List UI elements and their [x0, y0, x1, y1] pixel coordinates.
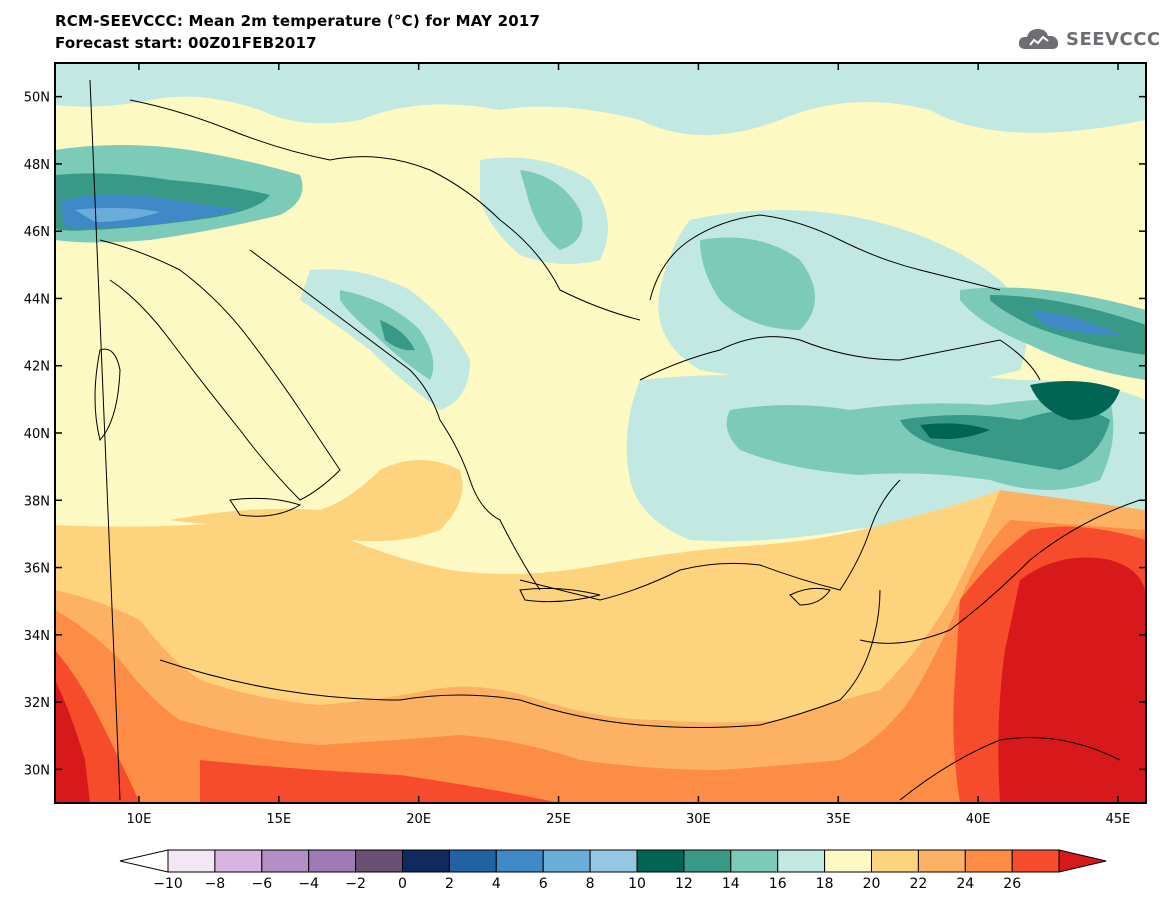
- colorbar-label: 2: [445, 876, 454, 892]
- lat-tick-label: 48N: [24, 158, 50, 173]
- forecast-start: Forecast start: 00Z01FEB2017: [55, 34, 317, 52]
- colorbar-under-triangle: [119, 849, 169, 873]
- coastlines: [89, 79, 1141, 801]
- colorbar-swatch: [167, 849, 216, 873]
- sardinia-corsica: [94, 348, 121, 442]
- map-fields: [55, 63, 1146, 803]
- crete: [519, 587, 601, 603]
- lat-tick-label: 40N: [24, 427, 50, 442]
- colorbar-swatch: [542, 849, 591, 873]
- colorbar-label: 22: [909, 876, 927, 892]
- colorbar-swatch: [308, 849, 357, 873]
- colorbar-swatch: [1011, 849, 1060, 873]
- colorbar-label: 12: [675, 876, 693, 892]
- colorbar-label: −4: [298, 876, 319, 892]
- colorbar-swatch: [589, 849, 638, 873]
- colorbar-swatch: [636, 849, 685, 873]
- cyprus: [789, 587, 831, 606]
- field-14-16: [55, 63, 1146, 135]
- colorbar-swatch: [683, 849, 732, 873]
- lat-tick-label: 38N: [24, 494, 50, 509]
- colorbar-swatch: [402, 849, 450, 873]
- lat-tick-label: 42N: [24, 360, 50, 375]
- map-title: RCM-SEEVCCC: Mean 2m temperature (°C) fo…: [55, 12, 541, 30]
- colorbar-label: 10: [628, 876, 646, 892]
- lat-tick-label: 46N: [24, 225, 50, 240]
- colorbar-swatch: [917, 849, 966, 873]
- colorbar-swatch: [261, 849, 310, 873]
- cloud-logo-icon: [1018, 29, 1059, 49]
- colorbar-label: 18: [816, 876, 834, 892]
- colorbar-swatch: [777, 849, 826, 873]
- field-22-24: [55, 490, 1146, 803]
- colorbar-over-triangle: [1058, 849, 1107, 873]
- lat-tick-label: 34N: [24, 629, 50, 644]
- colorbar-label: −6: [251, 876, 272, 892]
- lon-tick-label: 45E: [1106, 812, 1131, 827]
- colorbar-swatch: [495, 849, 544, 873]
- seevccc-logo: SEEVCCC: [1018, 22, 1161, 56]
- colorbar-swatch: [871, 849, 919, 873]
- colorbar-label: −10: [153, 876, 183, 892]
- lon-tick-label: 40E: [966, 812, 991, 827]
- logo-text: SEEVCCC: [1066, 28, 1161, 50]
- colorbar-label: 26: [1003, 876, 1021, 892]
- lat-tick-label: 32N: [24, 696, 50, 711]
- colorbar-swatch: [355, 849, 404, 873]
- lat-tick-label: 30N: [24, 763, 50, 778]
- colorbar-label: 6: [539, 876, 548, 892]
- axis-ticks: 10E 15E 20E 25E 30E 35E 40E 45E 30N 32N 34N 36N 38N 4…: [24, 63, 1146, 827]
- colorbar-label: 0: [398, 876, 407, 892]
- colorbar-swatch: [824, 849, 872, 873]
- sicily: [229, 497, 302, 517]
- lon-tick-label: 15E: [266, 812, 291, 827]
- lat-tick-label: 44N: [24, 292, 50, 307]
- colorbar-label: 4: [492, 876, 501, 892]
- lat-tick-label: 36N: [24, 562, 50, 577]
- lon-tick-label: 35E: [826, 812, 851, 827]
- colorbar-swatch: [730, 849, 779, 873]
- lon-tick-label: 10E: [127, 812, 152, 827]
- lon-tick-label: 20E: [406, 812, 431, 827]
- lon-tick-label: 25E: [546, 812, 571, 827]
- colorbar-label: 16: [769, 876, 787, 892]
- colorbar-label: 24: [956, 876, 974, 892]
- colorbar-label: −8: [205, 876, 226, 892]
- colorbar-label: −2: [345, 876, 366, 892]
- colorbar-swatch: [214, 849, 263, 873]
- colorbar-label: 8: [586, 876, 595, 892]
- colorbar-swatch: [964, 849, 1013, 873]
- colorbar-swatch: [448, 849, 497, 873]
- lat-tick-label: 50N: [24, 91, 50, 106]
- lon-tick-label: 30E: [686, 812, 711, 827]
- colorbar: −10 −8 −6 −4 −2 0 2 4 6 8 10 12 14 16 18 20 22 24 26: [119, 849, 1107, 892]
- colorbar-label: 14: [722, 876, 740, 892]
- colorbar-label: 20: [863, 876, 881, 892]
